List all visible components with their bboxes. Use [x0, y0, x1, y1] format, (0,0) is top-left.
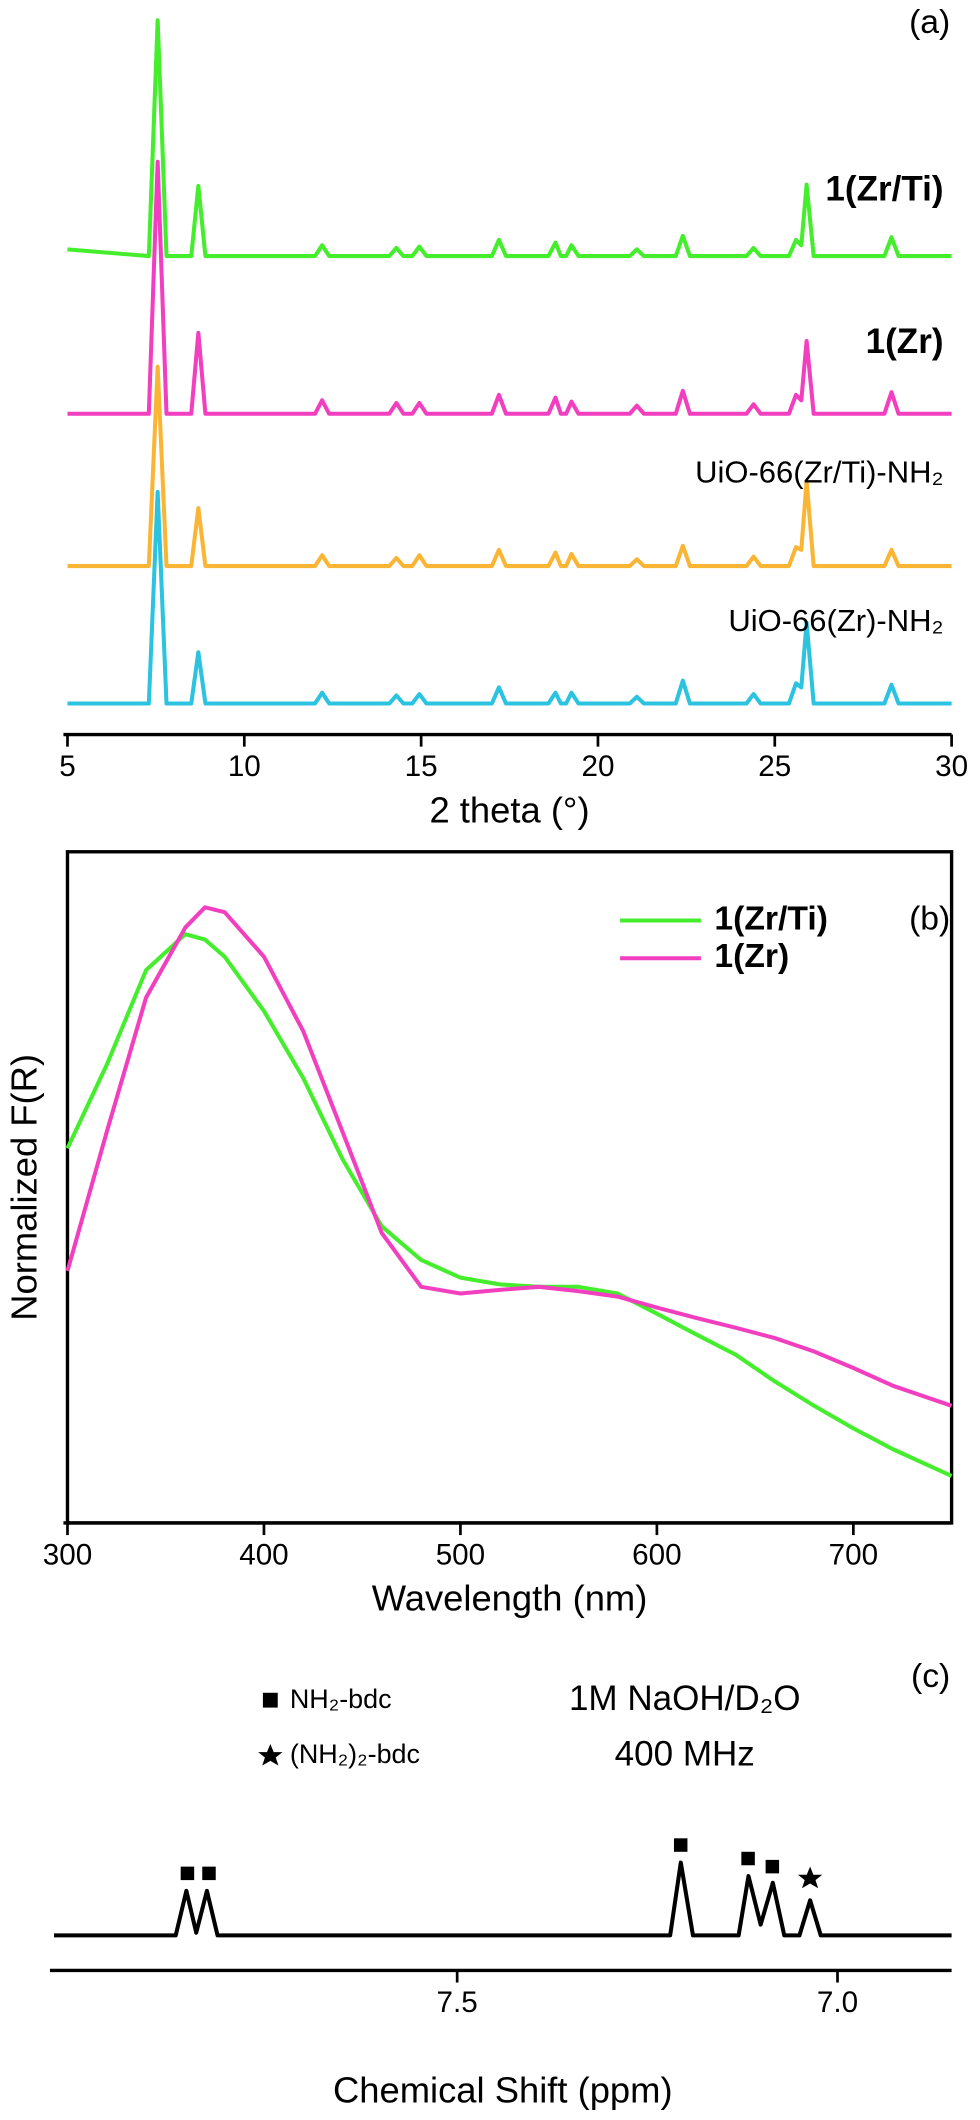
x-tick-label: 10	[228, 750, 261, 783]
square-symbol	[202, 1866, 216, 1881]
x-tick-label: 500	[436, 1538, 485, 1571]
legend-star	[258, 1743, 283, 1766]
x-axis-title: Chemical Shift (ppm)	[333, 2070, 673, 2111]
series-line	[67, 489, 952, 706]
x-tick-label: 600	[632, 1538, 681, 1571]
series-line	[67, 159, 952, 416]
marker-legend-label: (NH₂)₂-bdc	[290, 1739, 420, 1769]
x-tick-label: 7.0	[817, 1986, 858, 2019]
series-line	[65, 932, 953, 1478]
square-symbol	[741, 1851, 755, 1866]
series-label: UiO-66(Zr/Ti)-NH₂	[695, 455, 943, 490]
x-tick-label: 400	[239, 1538, 288, 1571]
series-line	[67, 364, 952, 569]
x-tick-label: 7.5	[437, 1986, 478, 2019]
panel-label: (b)	[909, 900, 950, 937]
panel-label: (a)	[909, 4, 950, 41]
legend-label: 1(Zr/Ti)	[714, 900, 828, 937]
plot-frame	[65, 850, 954, 1525]
annotation: 1M NaOH/D₂O	[569, 1679, 801, 1718]
legend-label: 1(Zr)	[714, 938, 789, 975]
y-axis-title: Normalized F(R)	[4, 1054, 45, 1321]
x-tick-label: 700	[829, 1538, 878, 1571]
series-label: UiO-66(Zr)-NH₂	[728, 603, 943, 638]
x-tick-label: 15	[405, 750, 438, 783]
annotation: 400 MHz	[615, 1734, 755, 1773]
series-label: 1(Zr)	[866, 322, 944, 361]
series-line	[67, 18, 952, 259]
x-tick-label: 5	[59, 750, 76, 783]
peak-symbols	[180, 1692, 823, 1889]
star-symbol	[797, 1866, 823, 1889]
x-tick-label: 20	[581, 750, 614, 783]
x-tick-label: 300	[43, 1538, 92, 1571]
x-tick-label: 25	[758, 750, 791, 783]
series-label: 1(Zr/Ti)	[825, 170, 943, 209]
square-symbol	[180, 1866, 195, 1881]
square-symbol	[765, 1859, 780, 1874]
series-line	[65, 905, 953, 1408]
legend-square	[262, 1692, 278, 1708]
marker-legend-label: NH₂-bdc	[290, 1684, 392, 1714]
square-symbol	[673, 1838, 688, 1852]
panel-label: (c)	[911, 1658, 950, 1695]
series-line	[54, 1860, 952, 1938]
x-axis-title: Wavelength (nm)	[372, 1578, 648, 1619]
x-tick-label: 30	[935, 750, 968, 783]
x-axis-title: 2 theta (°)	[429, 789, 589, 830]
